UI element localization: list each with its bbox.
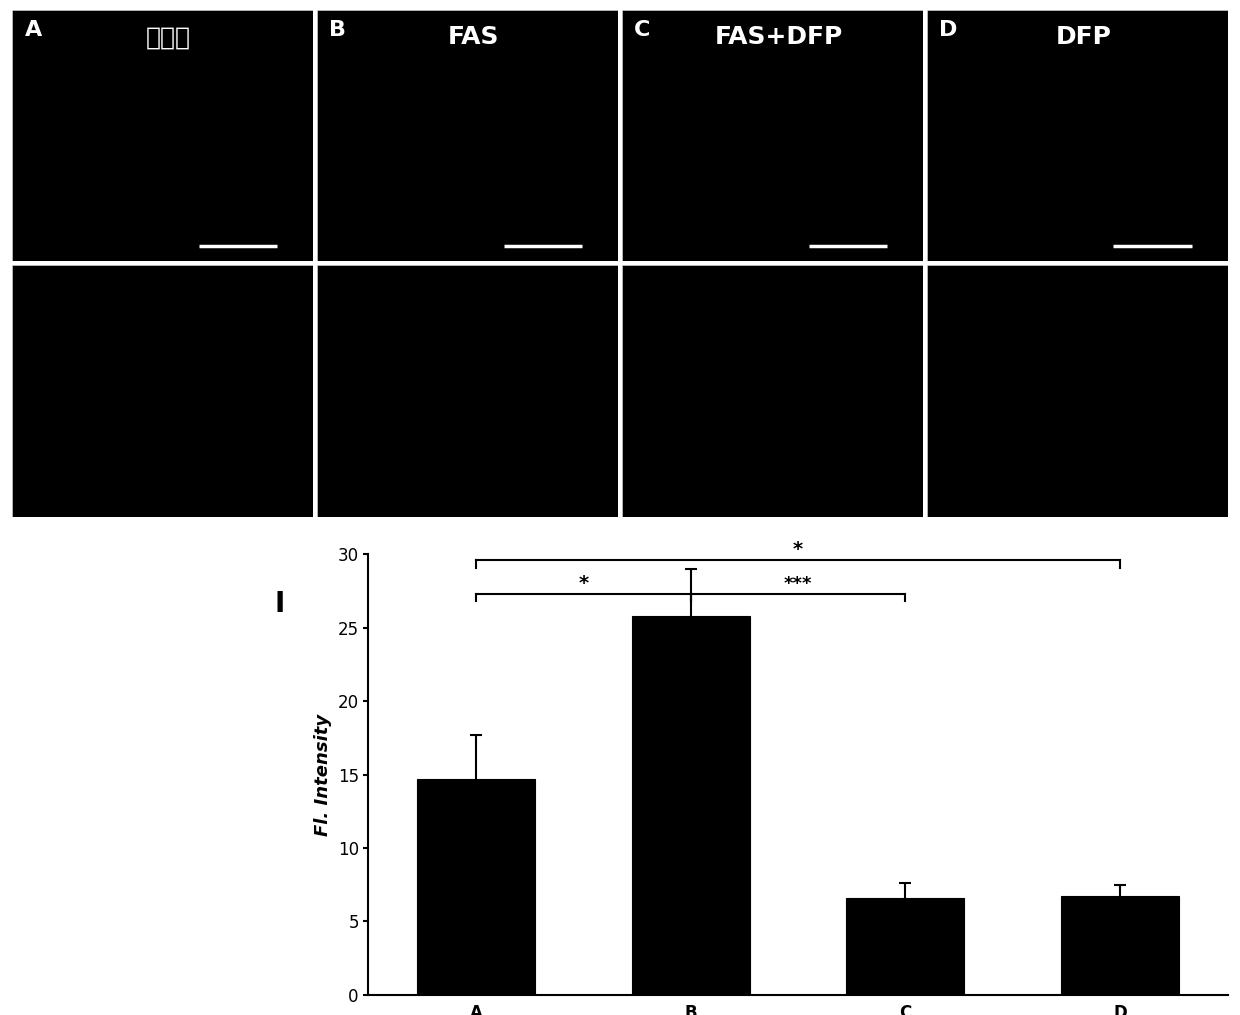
Text: D: D — [939, 20, 957, 41]
Text: *: * — [578, 573, 588, 593]
Text: I: I — [275, 590, 285, 617]
Bar — [847, 898, 965, 995]
Text: 对照组: 对照组 — [146, 25, 191, 50]
Y-axis label: Fl. Intensity: Fl. Intensity — [314, 714, 332, 835]
Text: DFP: DFP — [1055, 25, 1111, 50]
Bar — [1061, 896, 1179, 995]
Bar — [631, 616, 750, 995]
Text: FAS+DFP: FAS+DFP — [714, 25, 843, 50]
Text: B: B — [330, 20, 346, 41]
Text: *: * — [794, 540, 804, 559]
Text: ***: *** — [784, 574, 812, 593]
Text: A: A — [25, 20, 42, 41]
Text: C: C — [635, 20, 651, 41]
Bar — [417, 779, 534, 995]
Text: FAS: FAS — [448, 25, 500, 50]
